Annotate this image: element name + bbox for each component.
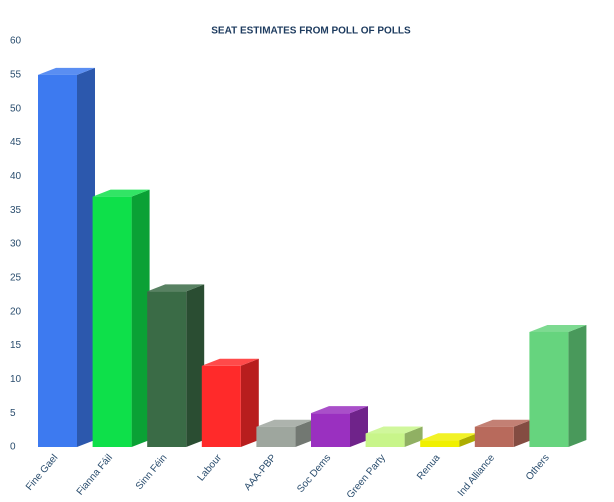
bar-top	[92, 189, 150, 197]
bar-top	[147, 284, 205, 292]
bar	[311, 406, 368, 447]
y-tick-label: 45	[10, 137, 22, 148]
y-tick-label: 0	[10, 442, 16, 453]
bar	[365, 426, 423, 447]
bar-side	[459, 433, 478, 447]
x-tick-label: Others	[524, 453, 552, 483]
bar-top	[311, 406, 368, 414]
bar-side	[513, 419, 532, 447]
bar	[474, 419, 532, 447]
bar-front	[147, 291, 187, 447]
x-tick-label: AAA-PBP	[242, 452, 279, 493]
bar-side	[186, 284, 205, 447]
bar	[256, 419, 314, 447]
y-tick-label: 25	[10, 272, 22, 283]
bar-side	[350, 406, 368, 447]
bar-top	[256, 419, 314, 427]
bar-top	[420, 433, 478, 441]
x-tick-label: Ind Alliance	[456, 452, 498, 497]
bar-top	[529, 324, 587, 332]
x-tick-label: Labour	[196, 452, 225, 483]
bar-side	[568, 324, 587, 447]
bar-side	[404, 426, 423, 447]
x-tick-label: Sinn Féin	[134, 453, 170, 492]
y-tick-label: 60	[10, 36, 22, 47]
bar-front	[420, 440, 460, 447]
y-tick-label: 30	[10, 239, 22, 250]
bar-side	[240, 358, 259, 447]
x-tick-label: Fianna Fáil	[75, 453, 115, 497]
bar-top	[201, 358, 259, 366]
bar-front	[201, 365, 241, 447]
bar	[420, 433, 478, 447]
bar-front	[474, 426, 514, 447]
bar	[529, 324, 587, 447]
bar-front	[92, 196, 132, 447]
y-tick-label: 55	[10, 69, 22, 80]
bar-top	[365, 426, 423, 434]
y-tick-label: 5	[10, 408, 16, 419]
bar	[201, 358, 259, 447]
x-tick-label: Green Party	[345, 453, 388, 497]
bar-side	[131, 189, 150, 447]
bar	[92, 189, 150, 447]
bar-front	[365, 433, 405, 447]
x-tick-label: Renua	[415, 452, 443, 482]
bar-top	[38, 67, 95, 75]
chart-title: SEAT ESTIMATES FROM POLL OF POLLS	[211, 26, 411, 37]
y-tick-label: 40	[10, 171, 22, 182]
bar-side	[77, 67, 95, 447]
bar-front	[311, 413, 350, 447]
y-tick-label: 15	[10, 340, 22, 351]
y-tick-label: 35	[10, 205, 22, 216]
y-tick-label: 50	[10, 103, 22, 114]
bar	[147, 284, 205, 447]
y-tick-label: 10	[10, 374, 22, 385]
x-tick-label: Soc Dems	[295, 453, 333, 495]
bar-top	[474, 419, 532, 427]
x-tick-label: Fine Gael	[24, 453, 60, 493]
bar-front	[38, 74, 77, 447]
bar-front	[529, 331, 569, 447]
bar-side	[295, 419, 314, 447]
bar	[38, 67, 95, 447]
bar-front	[256, 426, 296, 447]
y-tick-label: 20	[10, 306, 22, 317]
